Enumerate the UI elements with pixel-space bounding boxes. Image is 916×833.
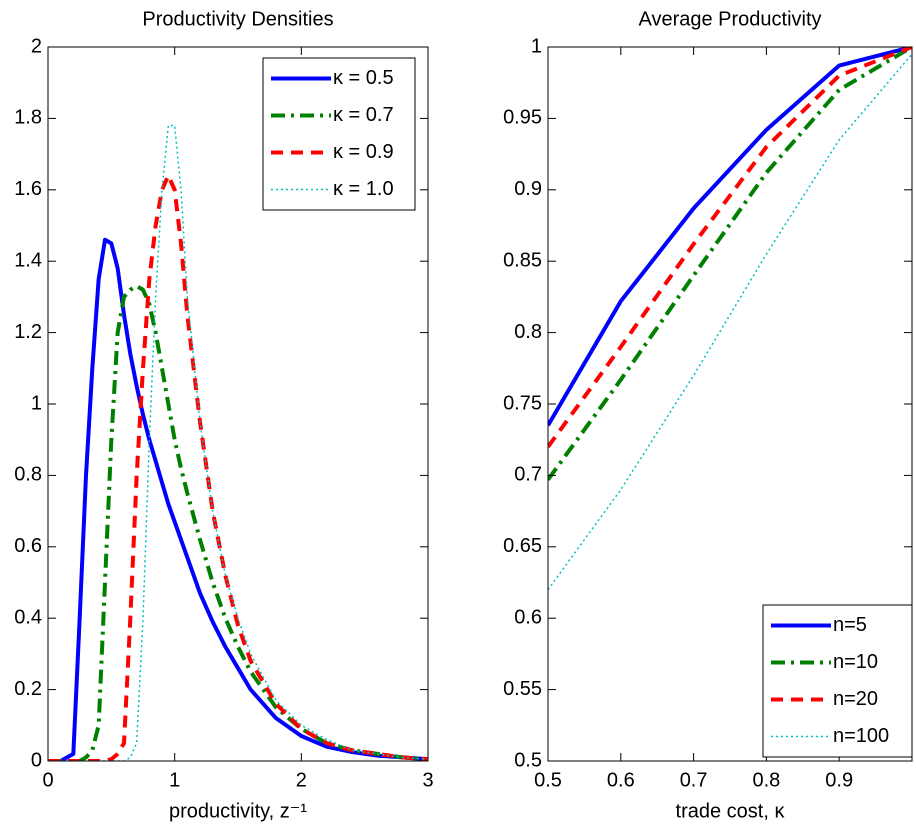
y-tick-label: 1.6 <box>14 178 42 200</box>
legend-label: κ = 0.7 <box>333 104 394 126</box>
y-tick-label: 0.8 <box>14 464 42 486</box>
chart-title: Productivity Densities <box>142 8 333 30</box>
legend: κ = 0.5 κ = 0.7 κ = 0.9 κ = 1.0 <box>262 57 416 211</box>
y-tick-label: 0.5 <box>514 749 542 771</box>
legend-label: κ = 0.5 <box>333 67 394 89</box>
chart-title: Average Productivity <box>638 8 821 30</box>
y-tick-label: 1 <box>31 392 42 414</box>
y-tick-label: 0.2 <box>14 678 42 700</box>
x-tick-label: 0.8 <box>752 769 780 791</box>
data-layer <box>548 47 912 591</box>
x-tick-label: 3 <box>422 769 433 791</box>
y-tick-label: 1 <box>531 35 542 57</box>
y-tick-label: 0.4 <box>14 606 42 628</box>
data-line <box>548 47 912 427</box>
data-line <box>48 124 428 761</box>
x-tick-label: 0.5 <box>534 769 562 791</box>
data-line <box>548 47 912 449</box>
legend-label: κ = 1.0 <box>333 178 394 200</box>
x-axis-label: productivity, z⁻¹ <box>169 800 307 822</box>
data-line <box>548 47 912 481</box>
y-tick-label: 0.6 <box>514 606 542 628</box>
y-tick-label: 1.2 <box>14 321 42 343</box>
y-tick-label: 0.6 <box>14 535 42 557</box>
x-tick-label: 0.7 <box>680 769 708 791</box>
x-tick-label: 2 <box>296 769 307 791</box>
y-tick-label: 1.8 <box>14 107 42 129</box>
x-axis-label: trade cost, κ <box>676 800 786 822</box>
y-tick-label: 2 <box>31 35 42 57</box>
y-tick-label: 0.75 <box>503 392 542 414</box>
subplot: 0 1 2 3 0 0.2 0.4 0.6 0.8 1 1.2 1.4 1.6 1.8 2 Productiv… <box>14 8 433 822</box>
data-line <box>48 173 428 761</box>
y-tick-label: 1.4 <box>14 249 42 271</box>
x-tick-label: 0.9 <box>825 769 853 791</box>
legend-label: n=20 <box>833 688 878 710</box>
x-tick-label: 0.6 <box>607 769 635 791</box>
legend: n=5 n=10 n=20 n=100 <box>762 604 913 758</box>
legend-box <box>262 57 416 211</box>
x-tick-label: 0 <box>42 769 53 791</box>
legend-label: n=100 <box>833 725 889 747</box>
y-tick-label: 0.7 <box>514 464 542 486</box>
y-tick-label: 0.55 <box>503 678 542 700</box>
y-tick-label: 0.65 <box>503 535 542 557</box>
y-tick-label: 0.85 <box>503 249 542 271</box>
y-tick-label: 0.9 <box>514 178 542 200</box>
data-layer <box>48 124 428 761</box>
y-tick-label: 0 <box>31 749 42 771</box>
legend-label: n=10 <box>833 651 878 673</box>
data-line <box>48 237 428 761</box>
legend-label: n=5 <box>833 614 867 636</box>
y-tick-label: 0.95 <box>503 107 542 129</box>
subplot: 0.5 0.6 0.7 0.8 0.9 0.5 0.55 0.6 0.65 0.7 0.75 0.8 0… <box>503 8 913 822</box>
legend-box <box>762 604 913 758</box>
y-tick-label: 0.8 <box>514 321 542 343</box>
x-tick-label: 1 <box>169 769 180 791</box>
legend-label: κ = 0.9 <box>333 141 394 163</box>
